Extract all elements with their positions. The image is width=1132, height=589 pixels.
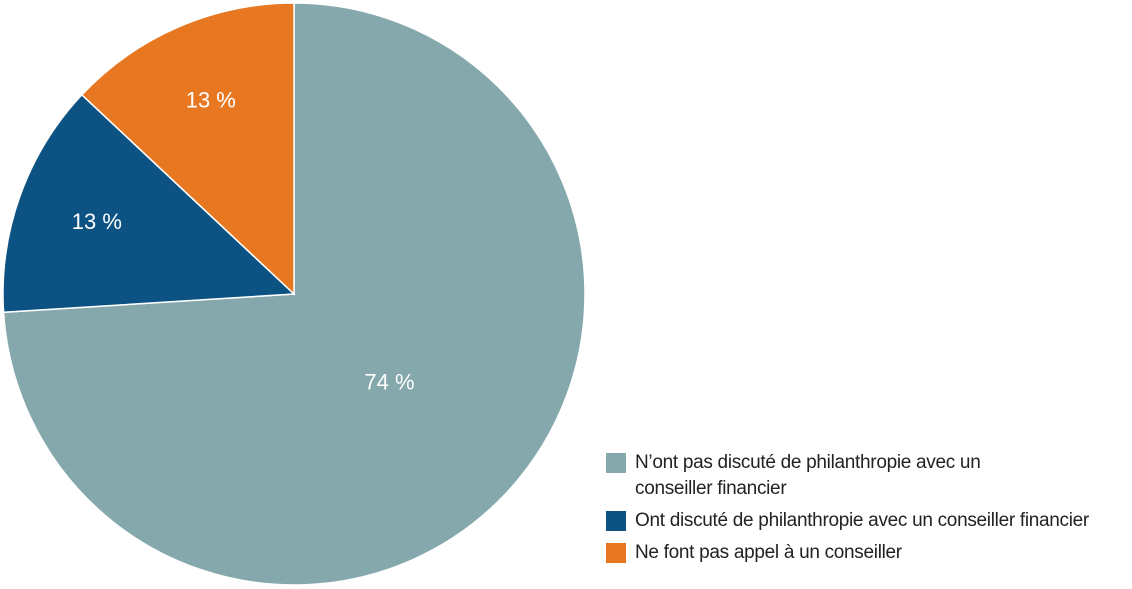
pie-labels: 74 % 13 % 13 % [72, 88, 415, 395]
legend-label-no-discussion: N’ont pas discuté de philanthropie avec … [635, 452, 981, 499]
pie-label-discussed: 13 % [72, 209, 122, 234]
pie-label-no-advisor: 13 % [186, 88, 236, 113]
legend-item-no-advisor: Ne font pas appel à un conseiller [606, 540, 1132, 566]
legend-item-no-discussion: N’ont pas discuté de philanthropie avec … [606, 450, 1132, 502]
pie-slices [2, 2, 586, 586]
pie-slice-discussed [2, 93, 296, 314]
legend-swatch-no-discussion [606, 453, 626, 473]
legend-label-no-advisor: Ne font pas appel à un conseiller [635, 542, 902, 563]
legend-swatch-no-advisor [606, 543, 626, 563]
legend-label-discussed: Ont discuté de philanthropie avec un con… [635, 510, 1089, 531]
legend: N’ont pas discuté de philanthropie avec … [606, 450, 1132, 572]
legend-swatch-discussed [606, 511, 626, 531]
pie-slice-no-advisor [80, 2, 295, 296]
pie-label-no-discussion: 74 % [364, 369, 414, 394]
legend-item-discussed: Ont discuté de philanthropie avec un con… [606, 508, 1132, 534]
